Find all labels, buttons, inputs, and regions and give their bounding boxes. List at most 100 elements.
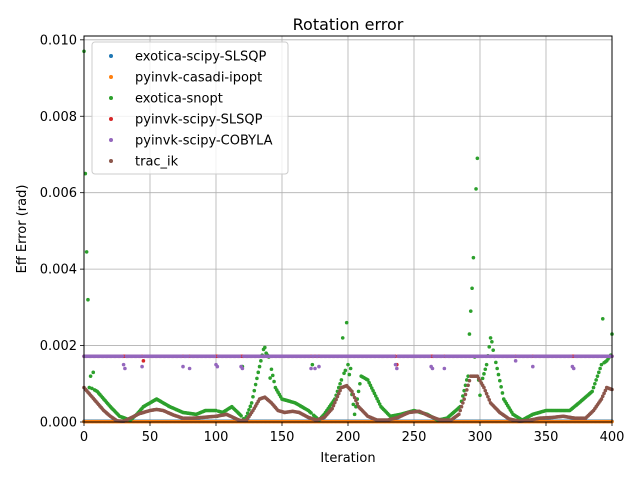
y-axis-label: Eff Error (rad): [15, 185, 30, 274]
data-point: [569, 354, 573, 359]
data-point: [317, 364, 321, 369]
data-point: [474, 187, 478, 191]
data-point: [478, 393, 482, 398]
data-point: [428, 354, 432, 359]
data-point: [512, 354, 517, 359]
data-point: [123, 366, 127, 371]
data-point: [338, 381, 342, 386]
series-4: [82, 354, 614, 371]
x-tick-label: 250: [402, 430, 427, 445]
data-point: [187, 366, 192, 371]
data-point: [377, 402, 382, 406]
data-point: [351, 402, 356, 407]
data-point: [256, 370, 261, 375]
data-point: [240, 366, 245, 371]
data-point: [336, 385, 341, 390]
data-point: [367, 380, 371, 385]
data-point: [342, 371, 346, 376]
data-point: [340, 336, 345, 340]
legend-marker: [109, 159, 113, 163]
data-point: [247, 407, 251, 412]
data-point: [315, 354, 320, 359]
data-point: [602, 391, 606, 396]
data-point: [251, 394, 255, 399]
data-point: [215, 364, 220, 369]
data-point: [499, 385, 503, 389]
data-point: [459, 404, 464, 409]
data-point: [466, 383, 470, 388]
data-point: [483, 388, 488, 393]
data-point: [331, 403, 336, 408]
data-point: [140, 364, 144, 369]
data-point: [468, 309, 473, 313]
data-point: [90, 386, 94, 391]
data-point: [599, 397, 604, 401]
data-point: [338, 388, 342, 393]
x-tick-label: 150: [270, 430, 295, 445]
data-point: [442, 366, 447, 371]
x-tick-label: 400: [600, 430, 625, 445]
data-point: [88, 374, 93, 378]
data-point: [333, 400, 337, 405]
data-point: [259, 359, 263, 363]
data-point: [339, 378, 344, 382]
data-point: [352, 412, 357, 417]
legend-marker: [109, 117, 113, 121]
data-point: [498, 378, 502, 383]
legend-box: [91, 41, 289, 175]
data-point: [354, 404, 358, 409]
data-point: [490, 339, 494, 344]
data-point: [467, 332, 472, 336]
x-tick-label: 50: [142, 430, 159, 445]
x-tick-label: 200: [336, 430, 361, 445]
data-point: [486, 394, 490, 399]
data-point: [86, 297, 90, 302]
y-tick-label: 0.002: [40, 339, 77, 354]
data-point: [441, 354, 445, 359]
legend-entry: exotica-snopt: [135, 92, 223, 107]
data-point: [571, 366, 576, 371]
data-point: [494, 360, 498, 365]
data-point: [336, 391, 341, 396]
data-point: [461, 394, 465, 398]
data-point: [313, 366, 317, 371]
y-tick-label: 0.008: [40, 110, 77, 125]
legend-entry: pyinvk-scipy-COBYLA: [135, 134, 273, 149]
data-point: [465, 388, 469, 392]
x-tick-label: 100: [204, 430, 229, 445]
data-point: [263, 345, 267, 350]
data-point: [237, 354, 242, 359]
data-point: [457, 412, 461, 417]
data-point: [335, 394, 340, 399]
data-point: [594, 378, 598, 382]
legend-entry: trac_ik: [135, 155, 179, 170]
series-5: [82, 374, 614, 424]
y-tick-label: 0.010: [40, 33, 77, 48]
data-point: [483, 367, 488, 372]
data-point: [595, 374, 600, 378]
data-point: [376, 399, 381, 404]
data-point: [366, 378, 370, 382]
data-point: [487, 345, 492, 349]
data-point: [393, 362, 398, 367]
data-point: [372, 391, 377, 396]
legend-marker: [109, 138, 113, 142]
x-tick-label: 0: [80, 430, 88, 445]
data-point: [491, 348, 496, 352]
data-point: [356, 389, 361, 394]
data-point: [600, 394, 605, 399]
data-point: [352, 395, 357, 400]
legend-marker: [109, 75, 113, 79]
data-point: [248, 404, 253, 409]
data-point: [458, 408, 463, 413]
y-tick-label: 0.006: [40, 186, 77, 201]
data-point: [600, 317, 605, 321]
data-point: [181, 364, 185, 369]
y-tick-label: 0.004: [40, 263, 77, 278]
x-axis-label: Iteration: [320, 451, 375, 466]
data-point: [344, 320, 349, 325]
data-point: [307, 354, 312, 359]
data-point: [272, 379, 276, 384]
data-point: [484, 362, 489, 367]
